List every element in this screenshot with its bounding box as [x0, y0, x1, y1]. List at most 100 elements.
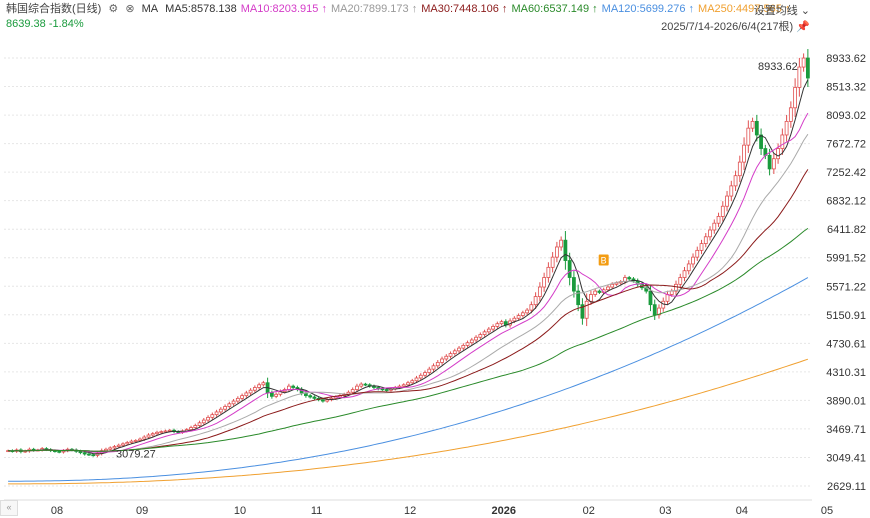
- ma250-line: [8, 358, 809, 485]
- candle-body: [125, 442, 130, 445]
- candle-body: [269, 392, 274, 397]
- candle-body: [104, 448, 108, 452]
- candle-body: [465, 342, 470, 346]
- candle-body: [129, 440, 134, 443]
- candle-body: [193, 425, 198, 428]
- candle-body: [750, 120, 755, 129]
- candle-body: [555, 246, 559, 258]
- x-tick-label: 02: [583, 505, 595, 517]
- candle-body: [627, 277, 632, 280]
- candle-body: [559, 239, 564, 248]
- ma120-line: [8, 277, 809, 482]
- candlestick-chart[interactable]: 8933.62 8513.32 8093.02 7672.72 7252.42 6832.…: [0, 34, 870, 518]
- candle-body: [780, 134, 785, 149]
- candle-body: [240, 395, 244, 399]
- candle-body: [78, 450, 83, 454]
- candle-body: [567, 260, 572, 278]
- candle-body: [457, 347, 461, 352]
- y-tick-label: 8933.62: [826, 53, 866, 65]
- candle-body: [533, 296, 538, 306]
- ma-item: MA250:4497.565 ↑: [698, 3, 791, 15]
- candle-body: [108, 447, 113, 450]
- x-tick-label: 09: [136, 505, 148, 517]
- candle-body: [214, 411, 219, 416]
- candle-body: [695, 249, 700, 258]
- candle-body: [550, 256, 555, 268]
- scroll-left-button[interactable]: «: [0, 500, 18, 516]
- y-tick-label: 3469.71: [826, 424, 866, 436]
- candle-body: [142, 436, 147, 440]
- candle-body: [733, 175, 738, 187]
- candle-body: [261, 382, 266, 386]
- candle-body: [435, 361, 440, 367]
- candle-body: [729, 185, 734, 197]
- candle-body: [206, 416, 210, 421]
- close-icon[interactable]: ⊗: [125, 3, 135, 15]
- candle-body: [610, 283, 615, 288]
- candle-body: [444, 355, 449, 360]
- candle-body: [133, 440, 138, 442]
- candle-body: [759, 134, 763, 149]
- date-range-label: 2025/7/14-2026/6/4(217根): [661, 21, 794, 33]
- candle-body: [231, 400, 236, 405]
- candle-body: [788, 107, 793, 122]
- candle-body: [146, 434, 151, 438]
- ma-settings-button[interactable]: 设置均线 ⌄: [754, 2, 810, 18]
- candle-body: [150, 433, 155, 436]
- candle-body: [363, 383, 368, 386]
- candle-body: [801, 57, 806, 68]
- candle-body: [248, 389, 253, 394]
- candle-body: [776, 148, 780, 160]
- candle-body: [512, 317, 517, 322]
- candle-body: [406, 382, 410, 386]
- chart-title: 韩国综合指数(日线): [6, 3, 102, 15]
- ma-item: MA20:7899.173 ↑: [330, 3, 418, 15]
- ma-settings-label: 设置均线: [753, 5, 798, 17]
- candle-body: [244, 392, 249, 397]
- candle-body: [725, 195, 729, 207]
- candle-body: [491, 326, 495, 330]
- candle-body: [499, 321, 504, 325]
- x-tick-label: 12: [404, 505, 416, 517]
- candle-body: [754, 120, 759, 136]
- ma-item: MA120:5699.276 ↑: [601, 3, 695, 15]
- candle-body: [580, 304, 585, 319]
- candle-body: [516, 315, 521, 319]
- candle-body: [520, 312, 525, 316]
- y-tick-label: 5991.52: [826, 253, 866, 265]
- y-tick-label: 8513.32: [826, 82, 866, 94]
- candle-body: [529, 304, 534, 311]
- x-tick-label: 05: [821, 505, 833, 517]
- ma-line: [8, 169, 809, 452]
- candle-body: [495, 323, 500, 327]
- gear-icon[interactable]: ⚙: [108, 3, 119, 15]
- candle-body: [252, 387, 257, 391]
- candle-body: [665, 294, 670, 302]
- ma-legend: MA5:8578.138 MA10:8203.915 ↑ MA20:7899.173…: [165, 3, 794, 15]
- price-change: 8639.38 -1.84%: [6, 18, 84, 30]
- ma-line: [8, 79, 809, 455]
- candle-body: [678, 277, 683, 285]
- x-tick-label: 08: [51, 505, 63, 517]
- x-tick-label: 11: [311, 505, 322, 517]
- candle-body: [746, 127, 751, 146]
- candle-body: [797, 66, 802, 88]
- candle-body: [452, 350, 457, 354]
- candle-body: [321, 399, 325, 402]
- candle-body: [448, 353, 453, 357]
- ma-label[interactable]: MA: [141, 3, 159, 15]
- event-marker-label: B: [601, 256, 607, 266]
- candle-body: [440, 358, 444, 363]
- y-tick-label: 4730.61: [826, 338, 866, 350]
- candle-body: [742, 144, 746, 163]
- candle-body: [720, 205, 725, 217]
- low-annotation: 3079.27: [116, 448, 156, 460]
- pin-icon[interactable]: 📌: [796, 21, 810, 33]
- candle-body: [163, 430, 168, 433]
- candle-body: [597, 290, 602, 293]
- candle-body: [482, 331, 487, 335]
- candle-body: [486, 328, 491, 333]
- candle-body: [431, 365, 436, 370]
- candle-body: [576, 290, 581, 306]
- candle-body: [474, 336, 478, 341]
